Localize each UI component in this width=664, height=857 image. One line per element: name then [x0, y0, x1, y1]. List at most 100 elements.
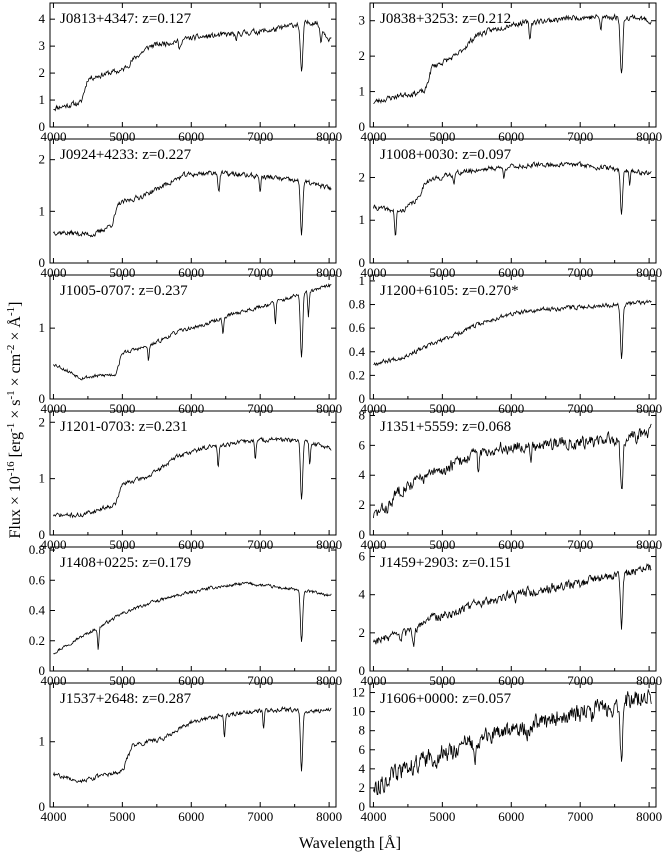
- panel-frame: [369, 546, 657, 672]
- x-tick-label: 7000: [567, 129, 593, 144]
- x-tick-label: 6000: [178, 401, 204, 416]
- spectrum-line: [53, 282, 332, 381]
- y-axis-title-mid3: × cm: [7, 353, 24, 390]
- spectrum-line: [373, 160, 652, 236]
- y-tick-label: 0: [359, 799, 366, 814]
- y-axis-title-exp4: -2: [5, 345, 17, 354]
- x-tick-label: 5000: [429, 673, 455, 688]
- x-tick-label: 6000: [178, 673, 204, 688]
- panel-title: J1008+0030: z=0.097: [380, 147, 512, 163]
- y-axis-title-mid2: × s: [7, 400, 24, 423]
- x-tick-label: 4000: [360, 401, 386, 416]
- panel-frame: [369, 2, 657, 128]
- y-tick-label: 0: [359, 391, 366, 406]
- panel-frame: [369, 138, 657, 264]
- y-tick-label: 0: [39, 799, 46, 814]
- spectrum-line: [53, 169, 332, 238]
- y-tick-label: 0: [39, 527, 46, 542]
- x-tick-label: 5000: [109, 265, 135, 280]
- y-tick-label: 4: [359, 761, 366, 776]
- x-tick-label: 4000: [40, 129, 66, 144]
- y-tick-label: 1: [39, 734, 46, 749]
- x-tick-label: 4000: [40, 673, 66, 688]
- x-tick-label: 6000: [178, 129, 204, 144]
- y-tick-label: 1: [39, 320, 46, 335]
- y-axis-title-mid4: × Å: [6, 316, 24, 345]
- spectrum-line: [373, 13, 652, 104]
- spectrum-line: [53, 436, 332, 519]
- x-tick-label: 4000: [360, 809, 386, 824]
- spectrum-line: [53, 706, 332, 784]
- y-tick-label: 0: [359, 663, 366, 678]
- spectrum-line: [53, 19, 332, 112]
- y-tick-label: 0: [359, 255, 366, 270]
- y-tick-label: 2: [39, 414, 46, 429]
- y-tick-label: 2: [359, 625, 366, 640]
- x-tick-label: 8000: [636, 809, 662, 824]
- y-tick-label: 3: [359, 13, 366, 28]
- x-tick-label: 7000: [247, 401, 273, 416]
- x-tick-label: 7000: [247, 537, 273, 552]
- y-tick-label: 1: [359, 212, 366, 227]
- y-tick-label: 0.8: [349, 297, 365, 312]
- y-tick-label: 0: [39, 255, 46, 270]
- y-tick-label: 2: [39, 65, 46, 80]
- x-tick-label: 5000: [109, 809, 135, 824]
- y-tick-label: 0: [39, 391, 46, 406]
- y-tick-label: 2: [359, 780, 366, 795]
- x-tick-label: 5000: [429, 265, 455, 280]
- x-tick-label: 6000: [498, 129, 524, 144]
- x-tick-label: 4000: [40, 809, 66, 824]
- x-tick-label: 4000: [360, 265, 386, 280]
- x-tick-label: 4000: [360, 537, 386, 552]
- panel-frame: [49, 410, 337, 536]
- x-tick-label: 5000: [109, 401, 135, 416]
- x-tick-label: 5000: [429, 809, 455, 824]
- x-tick-label: 7000: [247, 265, 273, 280]
- y-tick-label: 0: [39, 119, 46, 134]
- y-axis-title-exp3: -1: [5, 390, 17, 399]
- y-tick-label: 0.6: [29, 572, 46, 587]
- x-tick-label: 5000: [429, 401, 455, 416]
- x-tick-label: 7000: [567, 401, 593, 416]
- spectrum-line: [373, 423, 652, 519]
- x-tick-label: 6000: [178, 265, 204, 280]
- x-tick-label: 6000: [498, 265, 524, 280]
- panel-title: J1200+6105: z=0.270*: [380, 283, 519, 299]
- x-tick-label: 6000: [178, 809, 204, 824]
- panel-frame: [369, 274, 657, 400]
- y-tick-label: 0.8: [29, 542, 45, 557]
- x-tick-label: 6000: [498, 401, 524, 416]
- x-axis-title: Wavelength [Å]: [299, 834, 401, 852]
- x-tick-label: 5000: [109, 673, 135, 688]
- y-tick-label: 6: [359, 437, 366, 452]
- y-tick-label: 4: [359, 587, 366, 602]
- y-tick-label: 1: [39, 203, 46, 218]
- panel-title: J1459+2903: z=0.151: [380, 555, 511, 571]
- y-axis-title-exp5: -1: [5, 307, 17, 316]
- panel-title: J1537+2648: z=0.287: [60, 691, 192, 707]
- y-tick-label: 6: [359, 742, 366, 757]
- x-tick-label: 5000: [109, 537, 135, 552]
- y-tick-label: 10: [352, 704, 365, 719]
- panel-frame: [49, 138, 337, 264]
- x-tick-label: 7000: [567, 809, 593, 824]
- x-tick-label: 7000: [247, 809, 273, 824]
- panel-frame: [369, 682, 657, 808]
- y-tick-label: 2: [359, 169, 366, 184]
- y-tick-label: 12: [352, 685, 365, 700]
- panel-frame: [369, 410, 657, 536]
- y-tick-label: 8: [359, 723, 366, 738]
- y-tick-label: 0.2: [29, 633, 45, 648]
- x-tick-label: 5000: [429, 537, 455, 552]
- y-tick-label: 4: [359, 467, 366, 482]
- x-tick-label: 4000: [40, 401, 66, 416]
- y-tick-label: 1: [39, 471, 46, 486]
